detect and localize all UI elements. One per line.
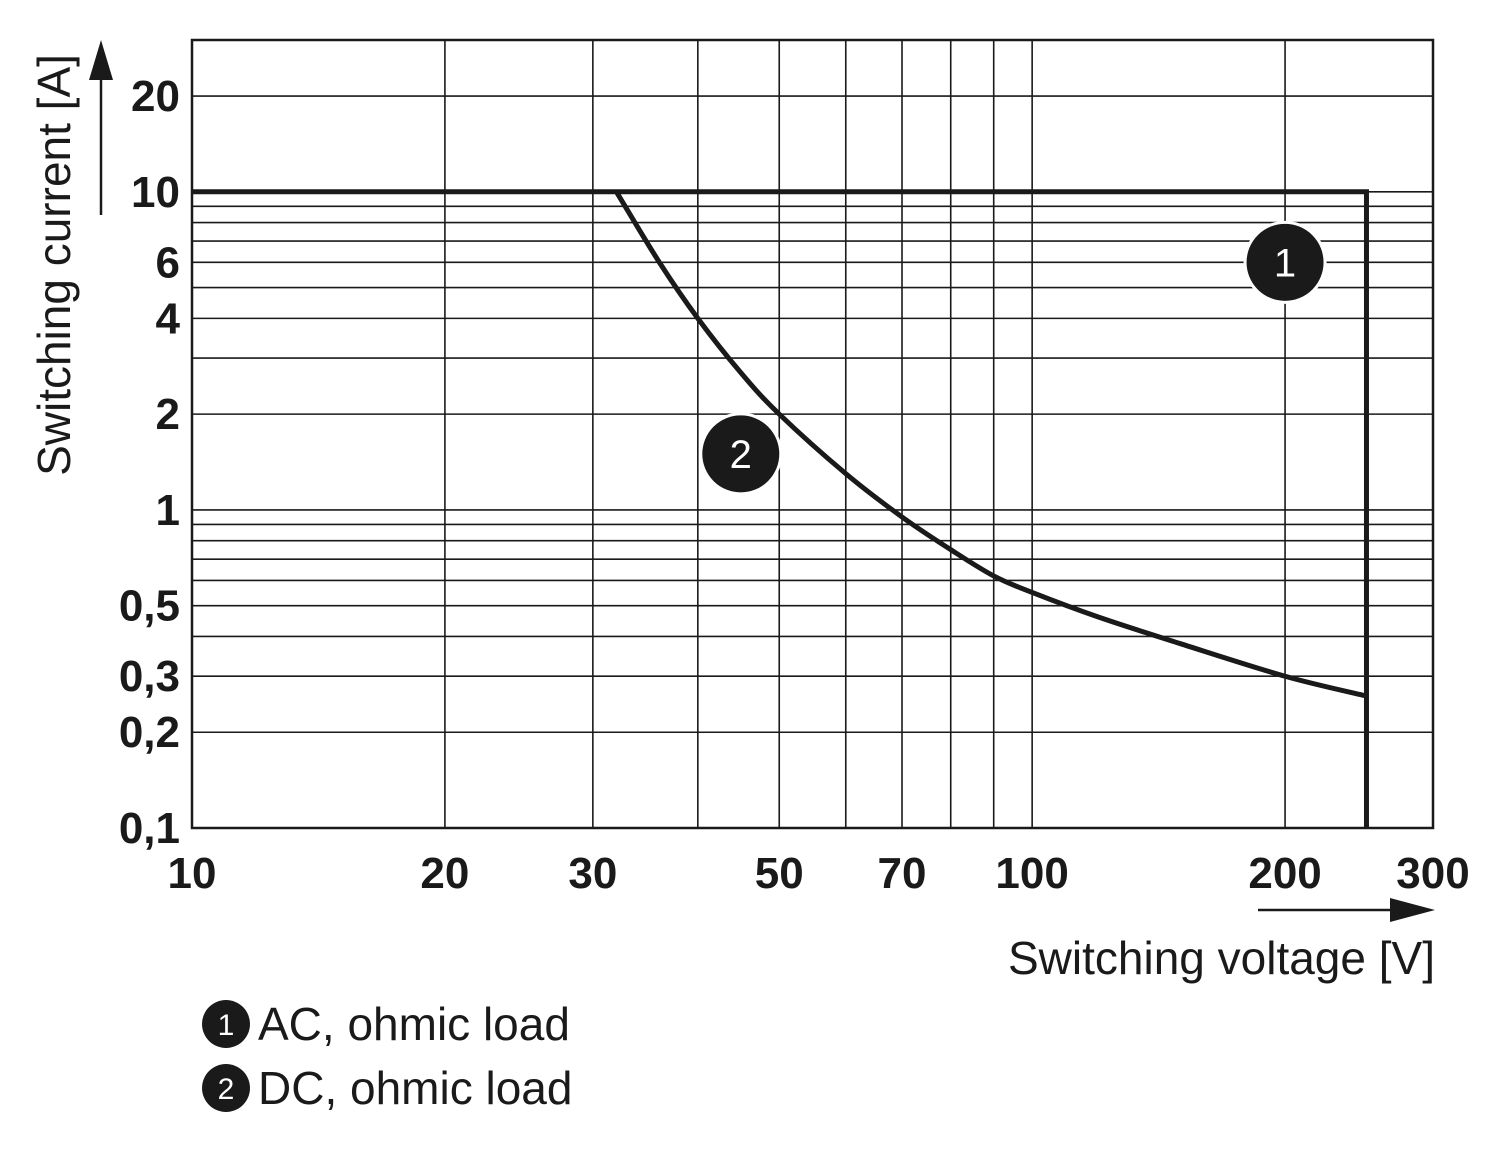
legend-entry-text: DC, ohmic load (258, 1062, 572, 1114)
grid (191, 39, 1434, 829)
y-tick-label: 10 (131, 168, 180, 217)
legend-marker (202, 1064, 250, 1112)
y-axis-label: Switching current [A] (28, 54, 80, 476)
series-2-marker-label: 2 (730, 433, 752, 477)
y-tick-label: 2 (156, 390, 180, 439)
x-tick-label: 10 (168, 849, 217, 898)
legend-marker-label: 2 (218, 1073, 235, 1106)
y-tick-label: 0,5 (119, 582, 180, 631)
y-axis-arrow-head (89, 40, 113, 80)
x-tick-label: 200 (1248, 849, 1321, 898)
legend-entry-text: AC, ohmic load (258, 998, 570, 1050)
series-1-line (192, 189, 1369, 828)
y-tick-label: 4 (156, 294, 181, 343)
x-tick-label: 100 (995, 849, 1068, 898)
legend-marker (202, 1000, 250, 1048)
series-2-line (614, 190, 1368, 699)
y-tick-label: 0,2 (119, 708, 180, 757)
series-1-marker (1243, 220, 1327, 304)
legend: 1 AC, ohmic load 2 DC, ohmic load (202, 998, 572, 1114)
x-axis-ticks: 10 20 30 50 70 100 200 300 (168, 849, 1470, 898)
legend-marker-label: 1 (218, 1009, 235, 1042)
series-layer: 12 (192, 189, 1369, 828)
y-tick-label: 0,1 (119, 804, 180, 853)
y-tick-label: 0,3 (119, 652, 180, 701)
x-tick-label: 300 (1396, 849, 1469, 898)
plot-area-frame (190, 38, 1435, 830)
x-tick-label: 30 (568, 849, 617, 898)
y-axis: Switching current [A] (28, 40, 113, 476)
x-axis: Switching voltage [V] (1008, 898, 1435, 984)
x-tick-label: 70 (878, 849, 927, 898)
y-tick-label: 1 (156, 486, 180, 535)
y-tick-label: 6 (156, 238, 180, 287)
x-axis-label: Switching voltage [V] (1008, 932, 1435, 984)
x-tick-label: 50 (755, 849, 804, 898)
y-axis-ticks: 0,1 0,2 0,3 0,5 1 2 4 6 10 20 (119, 72, 181, 853)
x-tick-label: 20 (420, 849, 469, 898)
x-axis-arrow-head (1390, 898, 1435, 922)
series-2-marker (699, 412, 783, 496)
series-1-marker-label: 1 (1274, 241, 1296, 285)
y-tick-label: 20 (131, 72, 180, 121)
